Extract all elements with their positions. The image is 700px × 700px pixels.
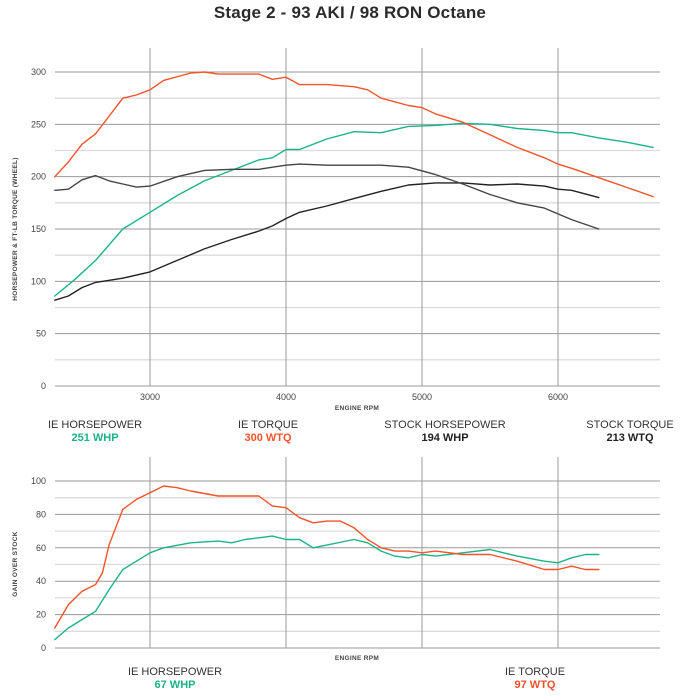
legend-label: STOCK TORQUE (586, 419, 674, 431)
legend-value: 300 WTQ (244, 432, 292, 444)
legend-label: IE TORQUE (504, 666, 566, 678)
top-y-tick: 100 (31, 276, 46, 286)
bottom-series-ie-torque (54, 485, 600, 629)
top-x-tick: 5000 (412, 392, 432, 402)
top-series-stock-torque (54, 163, 600, 230)
top-x-tick: 3000 (140, 392, 160, 402)
legend-value: 67 WHP (154, 679, 196, 691)
legend-value: 213 WTQ (606, 432, 654, 444)
chart-title: Stage 2 - 93 AKI / 98 RON Octane (213, 3, 487, 22)
bottom-y-tick: 0 (41, 643, 46, 653)
top-chart-lines (54, 71, 654, 301)
legend-value: 251 WHP (71, 432, 119, 444)
legend-label: IE HORSEPOWER (47, 419, 143, 431)
bottom-series-ie-horsepower (54, 535, 600, 641)
top-y-axis-title: HORSEPOWER & FT-LB TORQUE (WHEEL) (12, 157, 19, 300)
top-series-ie-horsepower (54, 122, 654, 297)
top-series-ie-torque (54, 71, 654, 198)
legend-label: IE TORQUE (237, 419, 299, 431)
bottom-y-tick: 40 (36, 576, 46, 586)
bottom-chart-lines (54, 485, 600, 641)
legend-label: STOCK HORSEPOWER (384, 419, 506, 431)
top-y-tick: 300 (31, 67, 46, 77)
legend-label: IE HORSEPOWER (127, 666, 223, 678)
legend-ie-horsepower: IE HORSEPOWER 251 WHP (40, 419, 150, 444)
top-y-tick: 200 (31, 172, 46, 182)
bottom-x-axis-title: ENGINE RPM (335, 655, 379, 662)
bottom-y-tick: 100 (31, 476, 46, 486)
bottom-y-tick: 80 (36, 509, 46, 519)
top-y-tick: 50 (36, 329, 46, 339)
legend-gain-horsepower: IE HORSEPOWER 67 WHP (115, 666, 235, 691)
top-y-tick: 250 (31, 119, 46, 129)
bottom-y-tick: 60 (36, 543, 46, 553)
legend-stock-horsepower: STOCK HORSEPOWER 194 WHP (380, 419, 510, 444)
legend-gain-torque: IE TORQUE 97 WTQ (485, 666, 585, 691)
top-y-tick: 150 (31, 224, 46, 234)
top-x-axis-title: ENGINE RPM (335, 405, 379, 412)
top-chart-grid: 0 50 100 150 200 250 300 3000 4000 5000 6000 (31, 48, 660, 402)
legend-ie-torque: IE TORQUE 300 WTQ (218, 419, 318, 444)
top-series-stock-horsepower (54, 182, 600, 301)
top-x-tick: 6000 (548, 392, 568, 402)
bottom-y-axis-title: GAIN OVER STOCK (12, 531, 19, 596)
top-x-tick: 4000 (276, 392, 296, 402)
legend-value: 97 WTQ (514, 679, 556, 691)
top-y-tick: 0 (41, 381, 46, 391)
legend-value: 194 WHP (421, 432, 469, 444)
bottom-y-tick: 20 (36, 610, 46, 620)
bottom-chart-grid: 0 20 40 60 80 100 (31, 457, 660, 653)
legend-stock-torque: STOCK TORQUE 213 WTQ (570, 419, 690, 444)
